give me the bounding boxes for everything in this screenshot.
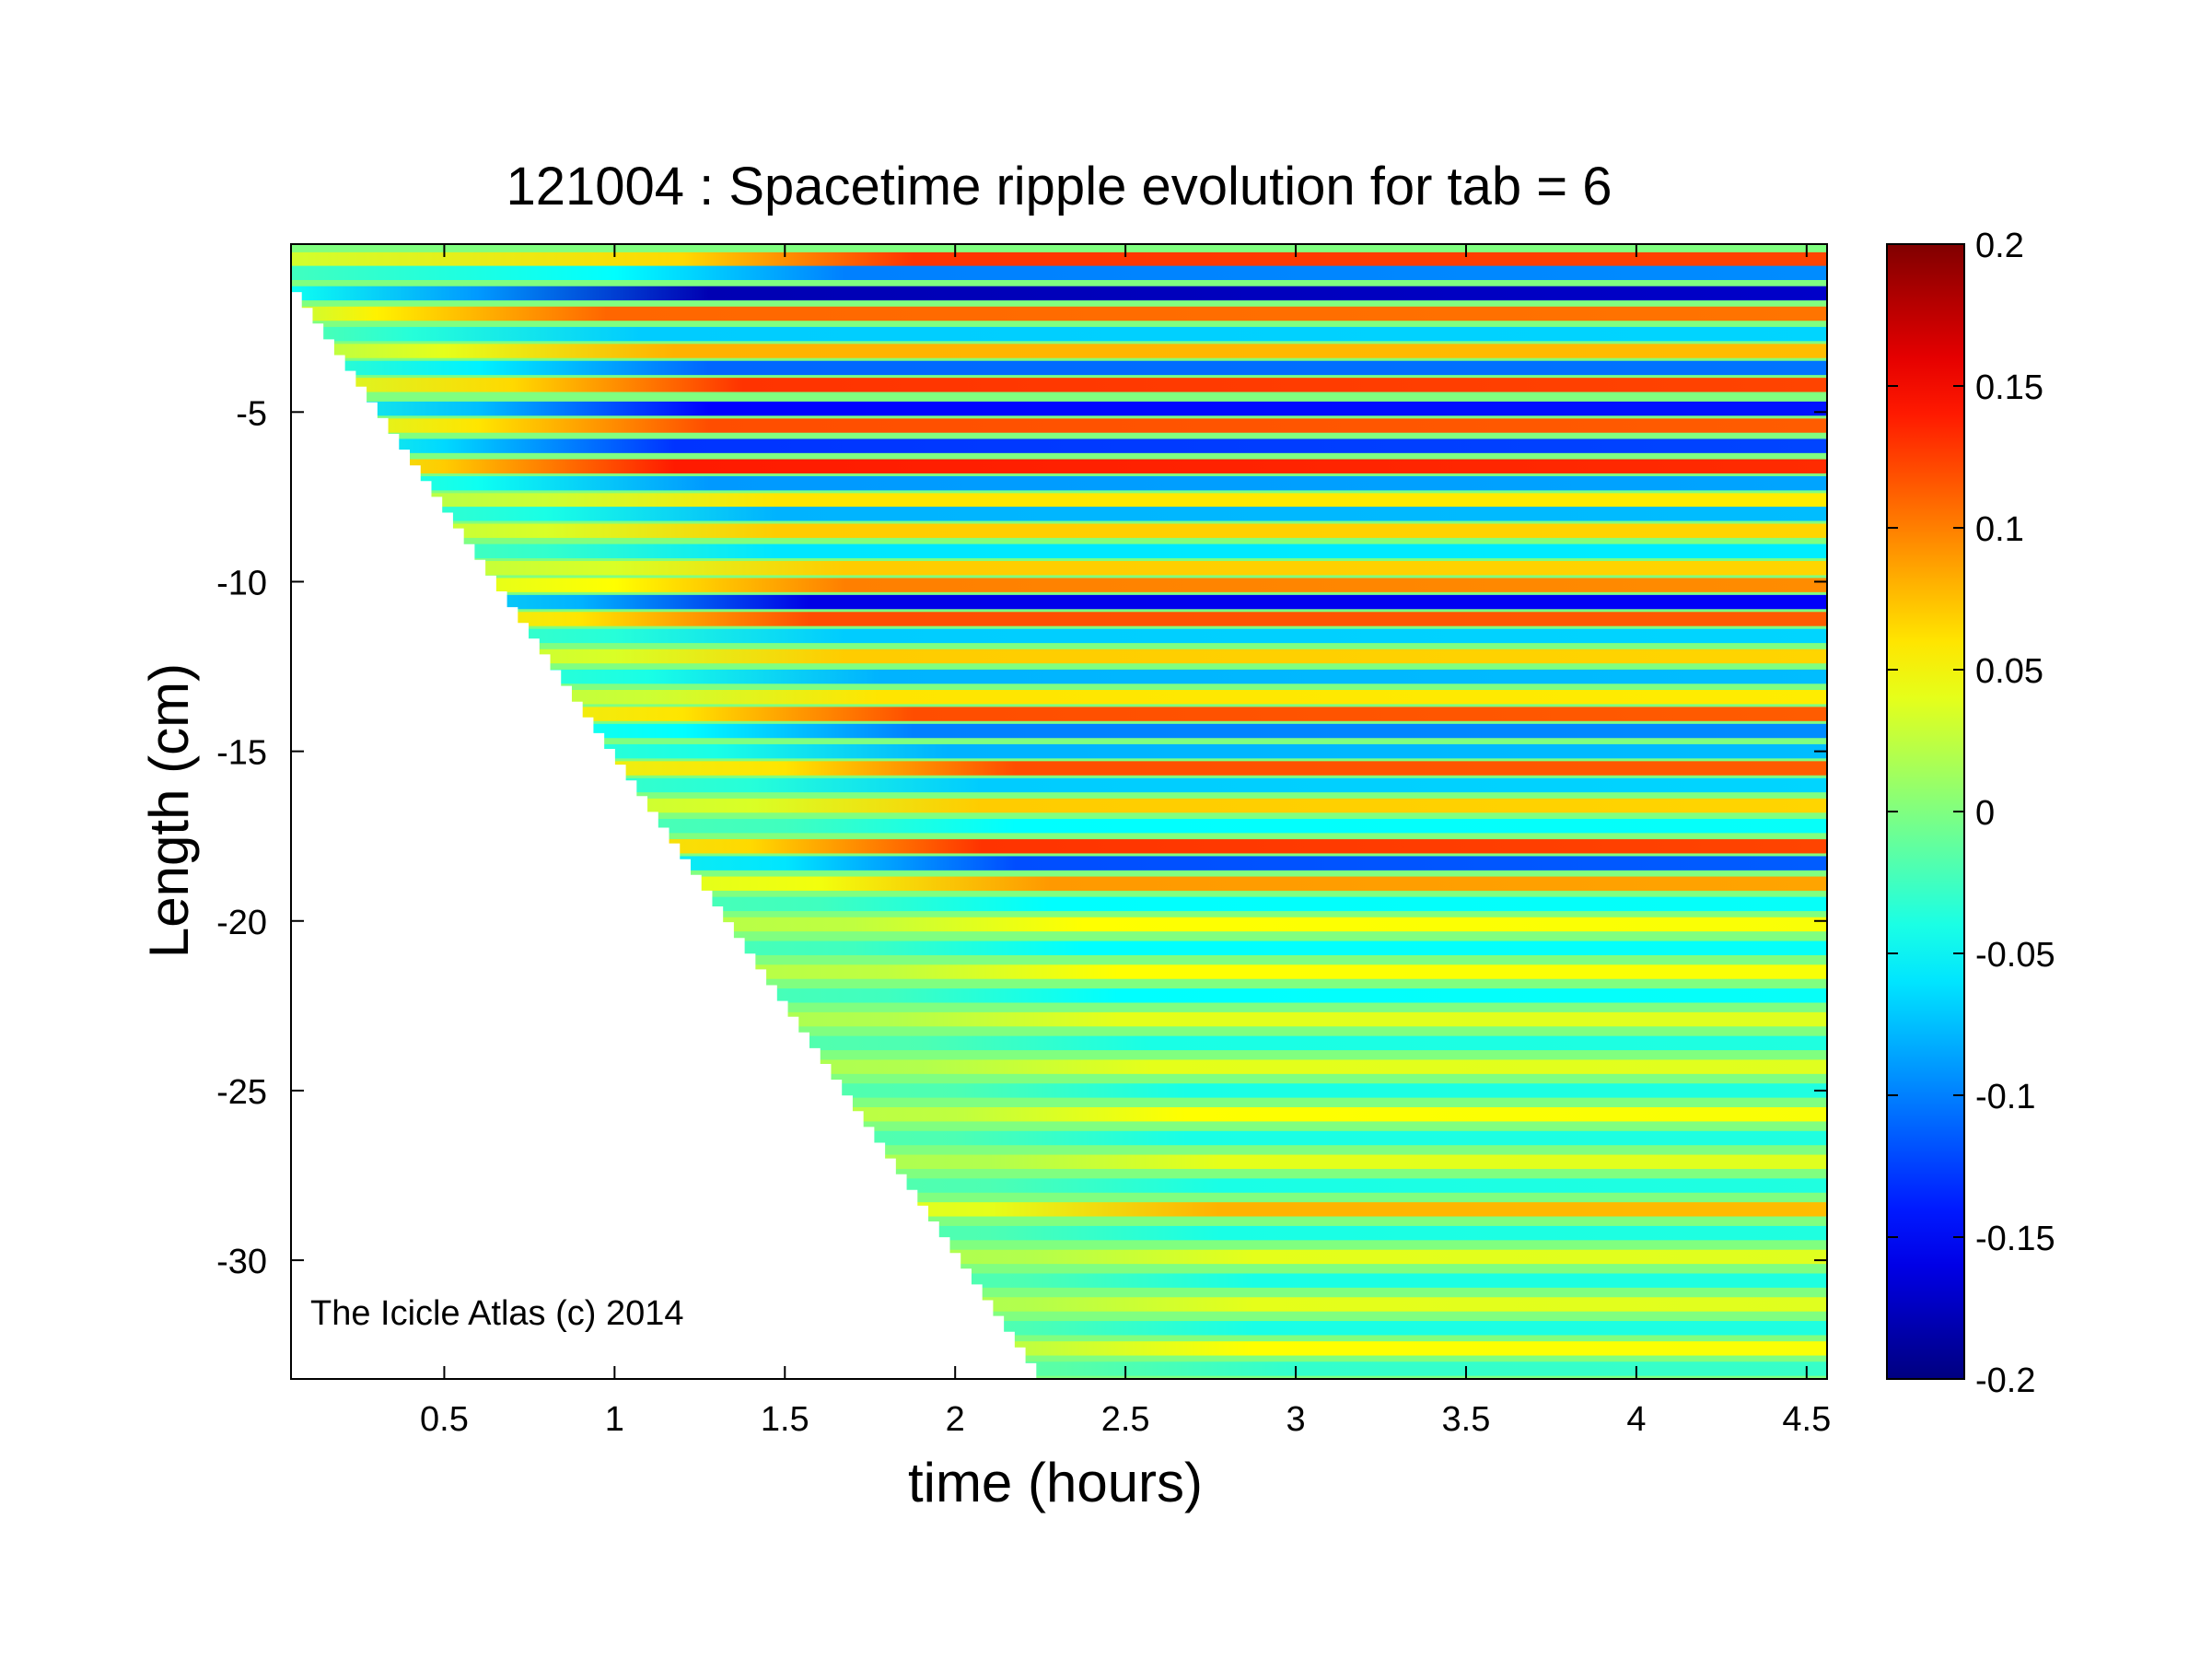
heatmap-plot-area — [291, 244, 1827, 1380]
heatmap-band — [291, 507, 1827, 521]
heatmap-band — [291, 612, 1827, 626]
heatmap-band — [291, 326, 1827, 342]
x-tick-label: 3 — [1286, 1400, 1305, 1439]
x-axis-label: time (hours) — [908, 1452, 1203, 1513]
x-axis-ticks: 0.5 1 1.5 2 2.5 3 3.5 4 4.5 — [420, 244, 1831, 1439]
colorbar-tick-label: 0.05 — [1975, 652, 2043, 691]
heatmap-band — [291, 707, 1827, 721]
colorbar-tick-label: 0.2 — [1975, 227, 2024, 265]
heatmap-band — [291, 723, 1827, 739]
heatmap-band — [291, 438, 1827, 453]
chart-title: 121004 : Spacetime ripple evolution for … — [506, 157, 1612, 216]
heatmap-band — [291, 523, 1827, 538]
heatmap-band — [291, 418, 1827, 433]
x-tick-label: 2.5 — [1101, 1400, 1150, 1439]
y-tick-label: -15 — [216, 734, 267, 773]
heatmap-band — [291, 493, 1827, 508]
heatmap-band — [291, 360, 1827, 376]
heatmap-band — [291, 777, 1827, 793]
colorbar-tick-label: -0.1 — [1975, 1078, 2035, 1116]
x-tick-label: 1 — [605, 1400, 624, 1439]
colorbar-ticks: 0.2 0.15 0.1 0.05 0 -0.05 -0.1 -0.15 -0.2 — [1887, 227, 2055, 1400]
colorbar-tick-label: 0.15 — [1975, 368, 2043, 407]
heatmap-band — [291, 286, 1827, 301]
colorbar: 0.2 0.15 0.1 0.05 0 -0.05 -0.1 -0.15 -0.2 — [1886, 227, 2055, 1400]
plot-frame — [290, 243, 1828, 1380]
heatmap-band — [291, 743, 1827, 759]
colorbar-tick-label: 0.1 — [1975, 510, 2024, 549]
heatmap-band — [291, 543, 1827, 559]
x-tick-label: 3.5 — [1442, 1400, 1491, 1439]
heatmap-band — [291, 628, 1827, 644]
heatmap-band — [291, 669, 1827, 684]
heatmap-band — [291, 648, 1827, 664]
colorbar-tick-label: -0.15 — [1975, 1220, 2055, 1258]
x-tick-label: 4 — [1626, 1400, 1646, 1439]
x-tick-label: 2 — [946, 1400, 965, 1439]
y-axis-ticks: -5 -10 -15 -20 -25 -30 — [216, 394, 1827, 1281]
colorbar-gradient — [1887, 244, 1964, 1379]
heatmap-band — [291, 594, 1827, 610]
heatmap-band — [291, 344, 1827, 358]
heatmap-bands — [291, 244, 1827, 1379]
heatmap-band — [291, 761, 1827, 776]
colorbar-tick-label: -0.2 — [1975, 1361, 2035, 1400]
heatmap-band — [291, 401, 1827, 416]
heatmap-band — [291, 578, 1827, 592]
growth-front-mask — [291, 275, 1048, 1380]
x-tick-label: 0.5 — [420, 1400, 469, 1439]
y-tick-label: -20 — [216, 904, 267, 942]
heatmap-band — [291, 251, 1827, 267]
heatmap-band — [291, 265, 1827, 281]
heatmap-band — [291, 689, 1827, 705]
y-axis-label: Length (cm) — [138, 663, 200, 958]
heatmap-band — [291, 378, 1827, 392]
colorbar-tick-label: -0.05 — [1975, 936, 2055, 975]
heatmap-band — [291, 475, 1827, 491]
y-tick-label: -5 — [236, 394, 267, 433]
heatmap-band — [291, 561, 1827, 576]
y-tick-label: -30 — [216, 1243, 267, 1281]
colorbar-tick-label: 0 — [1975, 794, 1995, 833]
heatmap-band — [291, 798, 1827, 813]
heatmap-band — [291, 818, 1827, 834]
annotation-watermark: The Icicle Atlas (c) 2014 — [310, 1294, 684, 1333]
x-tick-label: 4.5 — [1782, 1400, 1831, 1439]
y-tick-label: -25 — [216, 1073, 267, 1112]
x-tick-label: 1.5 — [761, 1400, 809, 1439]
heatmap-band — [291, 459, 1827, 473]
y-tick-label: -10 — [216, 564, 267, 602]
heatmap-band — [291, 306, 1827, 321]
